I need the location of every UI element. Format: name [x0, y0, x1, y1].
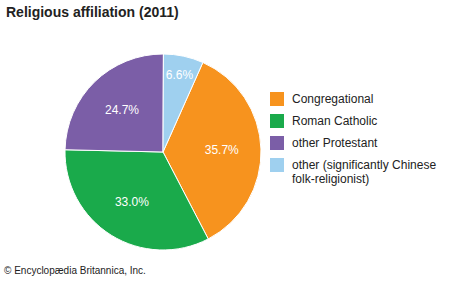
- html-text:Congregational: Congregational: [292, 92, 374, 106]
- svg-text:6.6%: 6.6%: [166, 68, 194, 82]
- svg-text:24.7%: 24.7%: [105, 103, 139, 117]
- html-text:© Encyclopædia Britannica, Inc: © Encyclopædia Britannica, Inc.: [4, 265, 146, 276]
- html-text:Roman Catholic: Roman Catholic: [292, 114, 378, 128]
- svg-text:33.0%: 33.0%: [115, 195, 149, 209]
- html-text:Religious affiliation (2011): Religious affiliation (2011): [6, 4, 179, 20]
- html-text:other (significantly Chinese f: other (significantly Chinese folk-religi…: [292, 158, 437, 186]
- html-text:other Protestant: other Protestant: [292, 136, 378, 150]
- svg-text:35.7%: 35.7%: [205, 143, 239, 157]
